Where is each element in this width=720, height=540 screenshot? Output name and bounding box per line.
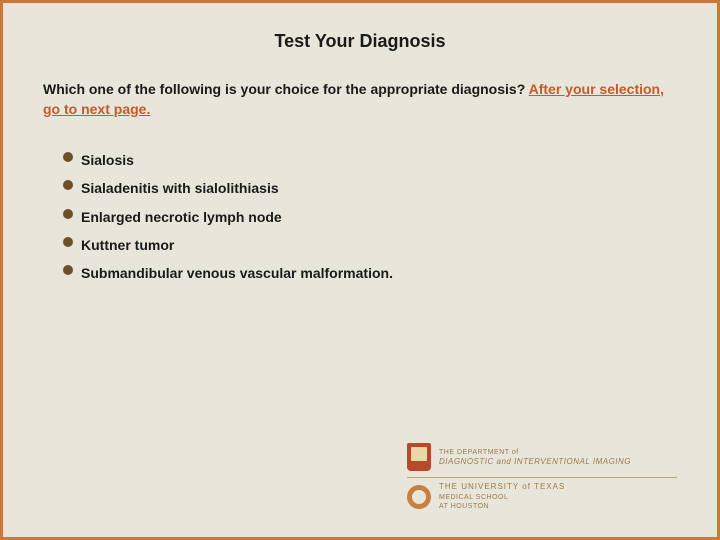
univ-line3: AT HOUSTON [439,502,565,511]
slide-container: Test Your Diagnosis Which one of the fol… [0,0,720,540]
shield-icon [407,443,431,471]
footer-logos: THE DEPARTMENT of DIAGNOSTIC and INTERVE… [407,443,677,517]
slide-title: Test Your Diagnosis [43,31,677,52]
option-item[interactable]: Sialadenitis with sialolithiasis [63,179,677,197]
univ-logo-block: THE UNIVERSITY of TEXAS MEDICAL SCHOOL A… [407,482,677,511]
logo-divider [407,477,677,478]
dept-line2: DIAGNOSTIC and INTERVENTIONAL IMAGING [439,457,631,467]
option-item[interactable]: Submandibular venous vascular malformati… [63,264,677,282]
question-text: Which one of the following is your choic… [43,80,677,119]
univ-logo-text: THE UNIVERSITY of TEXAS MEDICAL SCHOOL A… [439,482,565,511]
question-plain: Which one of the following is your choic… [43,81,529,97]
option-item[interactable]: Sialosis [63,151,677,169]
dept-line1: THE DEPARTMENT of [439,448,631,457]
dept-logo-text: THE DEPARTMENT of DIAGNOSTIC and INTERVE… [439,448,631,467]
univ-line1: THE UNIVERSITY of TEXAS [439,482,565,492]
options-list: Sialosis Sialadenitis with sialolithiasi… [43,151,677,282]
option-item[interactable]: Enlarged necrotic lymph node [63,208,677,226]
univ-line2: MEDICAL SCHOOL [439,493,565,502]
seal-icon [407,485,431,509]
option-item[interactable]: Kuttner tumor [63,236,677,254]
dept-logo-block: THE DEPARTMENT of DIAGNOSTIC and INTERVE… [407,443,677,471]
